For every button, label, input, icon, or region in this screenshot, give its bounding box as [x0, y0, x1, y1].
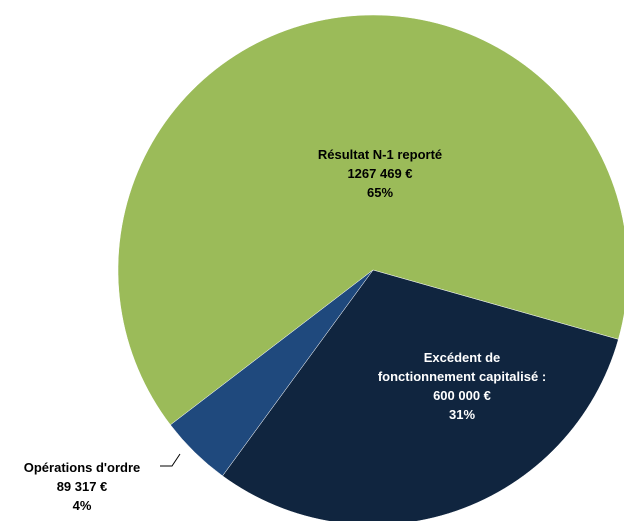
slice-value-label: 1267 469 € — [347, 166, 413, 181]
slice-percent-label: 65% — [366, 185, 394, 200]
leader-line — [160, 453, 181, 467]
slice-name: Opérations d'ordre — [23, 460, 141, 475]
slice-percent-label: 4% — [72, 498, 92, 513]
pie-slice — [170, 269, 374, 477]
slice-value-label: 89 317 € — [56, 479, 108, 494]
pie-slice — [117, 14, 624, 426]
slice-value-label: 600 000 € — [433, 388, 491, 403]
slice-name: Résultat N-1 reporté — [317, 147, 443, 162]
slice-name: Excédent de fonctionnement capitalisé : — [377, 350, 547, 384]
pie-slice — [222, 269, 619, 521]
slice-percent-label: 31% — [448, 407, 476, 422]
